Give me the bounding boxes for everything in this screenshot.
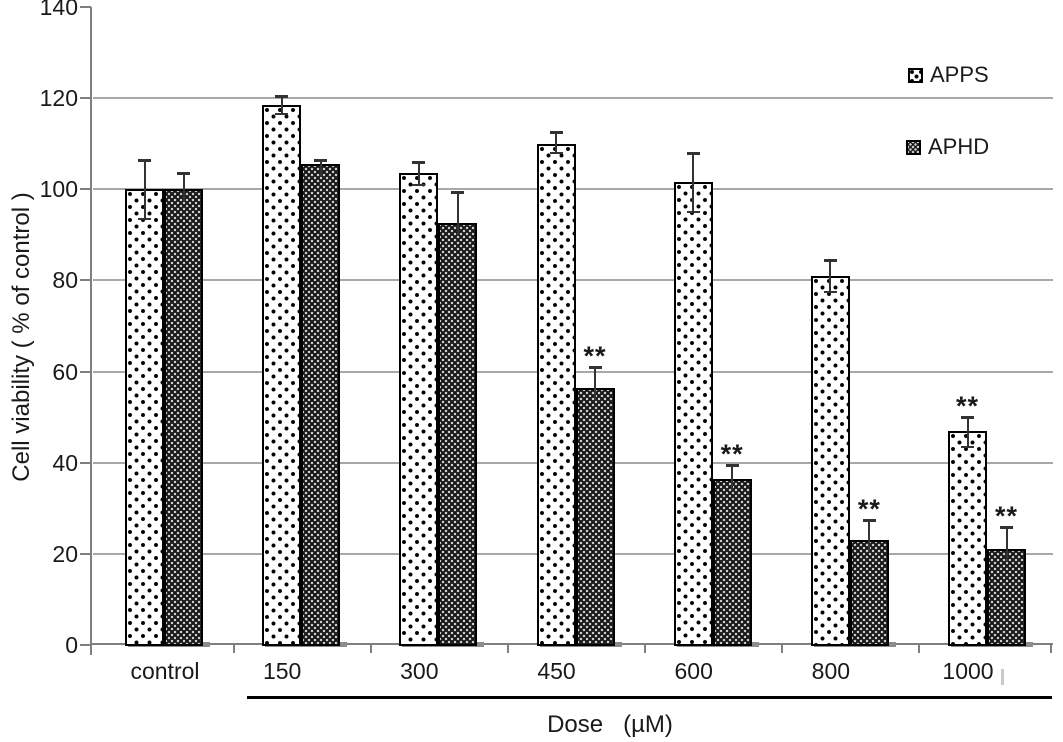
error-bar-cap-bottom-apps-150 (275, 112, 289, 115)
error-bar-cap-top-apps-control (138, 159, 151, 162)
x-tick-label-600: 600 (674, 658, 713, 684)
error-bar-cap-top-aphd-1000 (1000, 526, 1014, 529)
error-bar-cap-top-aphd-300 (451, 191, 465, 194)
y-tick-label-100: 100 (39, 176, 78, 202)
error-bar-line-aphd-800 (868, 520, 871, 552)
legend-marker-apps-icon (908, 67, 923, 83)
x-tick-label-800: 800 (811, 658, 851, 684)
error-bar-cap-bottom-apps-800 (823, 290, 837, 293)
error-bar-cap-top-aphd-800 (862, 519, 876, 522)
x-tick-label-control: control (130, 658, 200, 684)
bar-aphd-300 (438, 223, 478, 646)
error-bar-line-apps-control (143, 160, 146, 219)
error-bar-cap-bottom-apps-300 (412, 183, 426, 186)
bar-aphd-600 (712, 479, 752, 646)
y-tick-140 (80, 6, 91, 8)
error-bar-cap-top-apps-450 (549, 131, 563, 134)
error-bar-cap-top-apps-600 (686, 152, 700, 155)
error-bar-cap-top-aphd-600 (725, 464, 739, 467)
y-tick-0 (80, 644, 91, 646)
y-tick-label-80: 80 (52, 267, 78, 293)
x-tick-label-1000: 1000 (942, 658, 994, 684)
y-tick-80 (80, 279, 91, 281)
bar-apps-150 (262, 105, 302, 646)
error-bar-cap-bottom-apps-450 (549, 151, 563, 154)
y-tick-60 (80, 371, 91, 373)
error-bar-cap-bottom-apps-control (138, 217, 151, 220)
error-bar-cap-bottom-apps-600 (686, 210, 700, 213)
y-tick-label-0: 0 (65, 632, 78, 658)
bar-apps-450 (536, 144, 576, 646)
error-bar-line-apps-150 (280, 96, 283, 114)
x-tick-1 (370, 645, 372, 653)
error-bar-cap-top-apps-1000 (961, 416, 975, 419)
error-bar-line-aphd-1000 (1005, 527, 1008, 561)
gridline-120 (93, 97, 1053, 99)
error-bar-line-apps-300 (417, 162, 420, 185)
cursor-artifact (1001, 669, 1004, 685)
dose-group-underline (247, 696, 1052, 699)
error-bar-line-apps-450 (555, 132, 557, 153)
bar-aphd-150 (301, 164, 341, 646)
bar-apps-600 (673, 182, 713, 646)
bar-aphd-800 (849, 540, 889, 646)
error-bar-cap-bottom-apps-1000 (961, 445, 975, 448)
error-bar-cap-top-apps-800 (823, 259, 837, 262)
bar-apps-1000 (948, 431, 988, 646)
error-bar-cap-top-apps-150 (275, 95, 289, 98)
significance-marker-aphd-1000: ** (995, 501, 1019, 531)
y-tick-label-60: 60 (52, 359, 78, 385)
legend-item-apps: APPS (908, 63, 989, 87)
y-axis-line (90, 7, 92, 655)
bar-aphd-450 (575, 388, 615, 646)
significance-marker-apps-1000: ** (956, 391, 980, 421)
error-bar-line-apps-800 (829, 260, 832, 292)
x-tick-label-150: 150 (262, 658, 302, 684)
error-bar-cap-top-aphd-150 (314, 159, 328, 162)
x-tick-label-450: 450 (537, 658, 576, 684)
x-tick-6 (1050, 645, 1052, 653)
x-tick-4 (781, 645, 783, 653)
error-bar-line-aphd-150 (319, 160, 322, 176)
y-tick-label-120: 120 (39, 85, 78, 111)
y-tick-label-40: 40 (52, 450, 78, 476)
y-tick-120 (80, 97, 91, 99)
x-tick-label-300: 300 (400, 658, 439, 684)
bar-aphd-control (164, 189, 203, 646)
bar-apps-control (125, 189, 164, 646)
x-tick-2 (507, 645, 509, 653)
error-bar-line-aphd-control (182, 173, 185, 201)
legend-item-aphd: APHD (906, 135, 989, 159)
y-tick-100 (80, 188, 91, 190)
significance-marker-aphd-600: ** (720, 439, 744, 469)
error-bar-cap-top-aphd-450 (588, 366, 602, 369)
bar-aphd-1000 (987, 549, 1027, 646)
legend-label-aphd: APHD (928, 134, 990, 159)
error-bar-line-apps-600 (692, 153, 695, 212)
error-bar-cap-top-apps-300 (412, 161, 426, 164)
y-tick-label-20: 20 (52, 541, 78, 567)
error-bar-line-aphd-300 (456, 192, 459, 235)
error-bar-line-aphd-600 (731, 465, 734, 491)
significance-marker-aphd-450: ** (583, 341, 607, 371)
error-bar-line-apps-1000 (966, 417, 969, 447)
bar-apps-300 (399, 173, 439, 646)
legend-label-apps: APPS (930, 62, 989, 87)
error-bar-line-aphd-450 (594, 367, 596, 400)
y-tick-40 (80, 462, 91, 464)
y-tick-label-140: 140 (39, 0, 78, 20)
legend-marker-aphd-icon (906, 139, 921, 155)
x-tick-5 (918, 645, 920, 653)
x-tick-0 (233, 645, 235, 653)
x-tick-3 (644, 645, 646, 653)
y-tick-20 (80, 553, 91, 555)
error-bar-cap-top-aphd-control (177, 172, 190, 175)
x-axis-title: Dose (µM) (547, 711, 673, 738)
bar-apps-800 (810, 276, 850, 646)
significance-marker-aphd-800: ** (857, 494, 881, 524)
